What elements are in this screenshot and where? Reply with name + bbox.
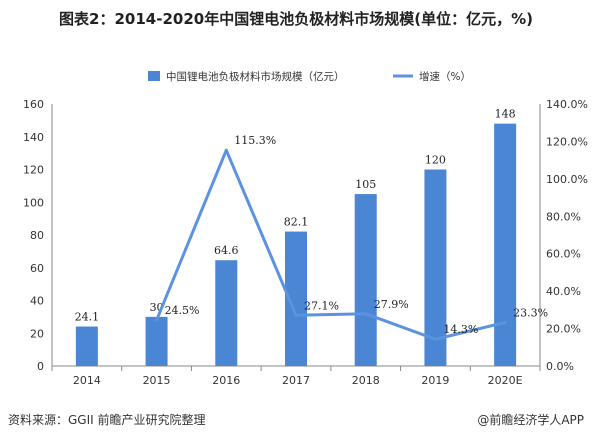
growth-value-label: 115.3% [234,134,276,147]
bar [354,194,377,366]
legend-bar-swatch [148,71,160,81]
growth-value-label: 27.1% [304,299,339,312]
bar [494,123,517,367]
growth-line [155,148,506,341]
bar [75,326,98,366]
y-right-tick-label: 100.0% [546,173,588,186]
bar-value-label: 24.1 [75,311,100,324]
bar [424,169,447,366]
legend-line-label: 增速（%） [419,70,471,83]
bar [215,260,238,366]
growth-value-label: 27.9% [374,298,409,311]
y-right-tick-label: 60.0% [546,248,581,261]
y-left-tick-label: 80 [30,229,44,242]
growth-value-label: 14.3% [443,323,478,336]
chart-title: 图表2：2014-2020年中国锂电池负极材料市场规模(单位：亿元，%) [59,10,533,28]
x-tick-label: 2018 [352,374,380,387]
bar-value-label: 64.6 [214,244,239,257]
growth-point [155,318,159,322]
bar [285,231,307,366]
growth-point [433,337,437,341]
y-left-tick-label: 0 [37,360,44,373]
x-tick-label: 2016 [212,374,240,387]
y-right-tick-label: 120.0% [546,135,588,148]
y-right-tick-label: 80.0% [546,210,581,223]
growth-value-label: 23.3% [513,306,548,319]
y-left-tick-label: 160 [23,98,44,111]
growth-point [364,312,368,316]
y-left-tick-label: 60 [30,262,44,275]
y-right-tick-label: 0.0% [546,360,574,373]
x-tick-label: 2015 [143,374,171,387]
bar-value-label: 82.1 [284,216,309,229]
y-left-tick-label: 100 [23,196,44,209]
bar-value-label: 120 [425,154,446,167]
y-right-tick-label: 140.0% [546,98,588,111]
y-right-tick-label: 20.0% [546,323,581,336]
credit-note: @前瞻经济学人APP [477,413,584,427]
growth-point [503,320,507,324]
growth-value-label: 24.5% [165,304,200,317]
growth-point [224,148,228,152]
x-tick-label: 2020E [488,374,523,387]
x-tick-label: 2019 [421,374,449,387]
bar [145,316,168,366]
bar-value-label: 105 [355,178,376,191]
growth-point [294,313,298,317]
x-tick-label: 2014 [73,374,101,387]
source-note: 资料来源：GGII 前瞻产业研究院整理 [8,413,206,427]
bar-value-label: 148 [495,108,516,121]
y-left-tick-label: 20 [30,327,44,340]
y-left-tick-label: 120 [23,164,44,177]
y-right-tick-label: 40.0% [546,285,581,298]
x-tick-label: 2017 [282,374,310,387]
legend-bar-label: 中国锂电池负极材料市场规模（亿元） [166,70,345,83]
y-left-tick-label: 40 [30,295,44,308]
y-left-tick-label: 140 [23,131,44,144]
